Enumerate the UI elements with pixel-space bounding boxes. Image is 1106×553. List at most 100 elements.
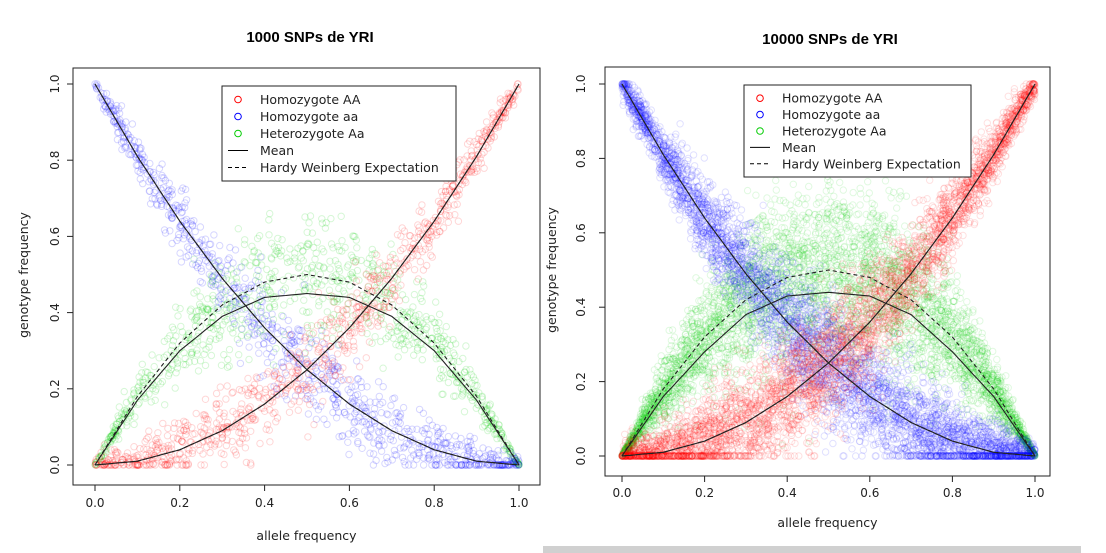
data-point [293,354,301,362]
data-point [887,194,895,202]
data-point [317,377,326,385]
data-point [321,355,329,363]
data-point [159,183,168,192]
data-point [303,383,311,391]
data-point [509,95,517,103]
data-point [114,120,122,128]
data-point [319,263,328,271]
data-point [366,309,375,317]
data-point [301,286,309,294]
data-point [335,267,344,275]
data-point [165,179,174,188]
data-point [338,318,347,326]
x-tick-label: 0.2 [170,496,189,510]
data-point [439,191,447,200]
data-point [448,182,457,190]
data-point [494,447,502,455]
data-point [375,276,384,284]
data-point [247,297,255,305]
data-point [200,350,209,358]
data-point [1007,405,1015,414]
data-point [459,390,467,398]
data-point [459,461,468,469]
data-point [431,213,440,222]
data-point [210,271,219,279]
data-point [474,150,482,158]
data-point [198,279,207,287]
data-point [434,197,443,206]
data-point [351,397,359,405]
data-point [115,105,123,113]
data-point [327,214,335,223]
data-point [366,433,374,441]
data-point [176,449,185,458]
data-point [401,461,409,469]
data-point [316,321,325,329]
data-point [112,118,120,126]
data-point [313,279,321,287]
data-point [129,455,137,464]
data-point [307,362,315,371]
data-point [484,426,492,435]
data-point [410,290,419,299]
data-point [102,89,111,98]
data-point [262,282,271,291]
data-point [248,322,256,331]
data-point [349,257,358,265]
data-point [398,453,407,462]
data-point [396,310,404,318]
data-point [408,245,416,253]
data-point [506,94,514,102]
data-point [365,420,373,429]
data-point [490,461,499,469]
data-point [294,406,302,414]
data-point [217,361,226,369]
data-point [312,415,321,423]
data-point [147,447,155,455]
data-point [238,325,246,333]
data-point [414,321,423,329]
data-point [495,113,504,122]
data-point [323,308,331,316]
data-point [216,264,224,272]
data-point [327,367,335,375]
data-point [748,326,756,335]
data-point [349,232,357,240]
data-point [344,376,352,384]
data-point [233,278,241,286]
data-point [291,257,299,265]
data-point [274,234,282,243]
data-point [259,395,268,403]
data-point [488,109,496,117]
data-point [391,292,399,300]
data-point [390,446,399,455]
data-point [256,439,264,448]
data-point [361,294,370,302]
data-point [263,350,271,358]
data-point [133,461,142,469]
data-point [376,316,385,324]
data-point [315,298,323,306]
data-point [138,369,146,377]
data-point [387,240,395,248]
data-point [354,315,363,323]
data-point [362,271,370,279]
data-point [150,171,158,179]
data-point [228,315,237,323]
data-point [104,104,113,112]
data-point [410,234,419,242]
data-point [334,362,342,371]
data-point [364,282,373,290]
data-point [335,317,344,325]
data-point [273,323,281,331]
data-point [381,297,390,305]
data-point [389,286,397,295]
data-point [380,422,388,430]
data-point [470,461,479,469]
data-point [252,259,260,267]
data-point [312,401,320,410]
data-point [187,305,195,313]
data-point [323,373,331,381]
data-point [442,322,450,331]
data-point [455,357,463,366]
